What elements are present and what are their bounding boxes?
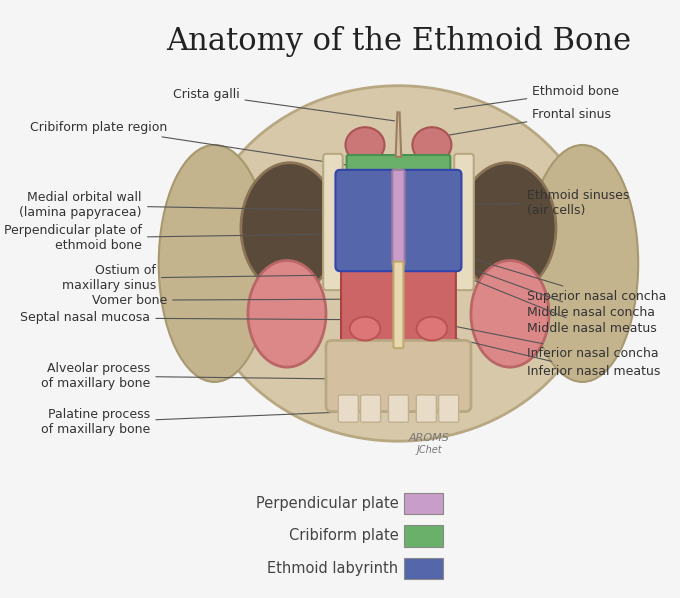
FancyBboxPatch shape bbox=[338, 395, 358, 422]
Ellipse shape bbox=[248, 261, 326, 367]
Text: Superior nasal concha: Superior nasal concha bbox=[452, 252, 666, 303]
Text: Anatomy of the Ethmoid Bone: Anatomy of the Ethmoid Bone bbox=[166, 26, 631, 57]
Text: Medial orbital wall
(lamina papyracea): Medial orbital wall (lamina papyracea) bbox=[20, 191, 329, 219]
Ellipse shape bbox=[527, 145, 639, 382]
Text: Middle nasal concha: Middle nasal concha bbox=[452, 261, 655, 319]
FancyBboxPatch shape bbox=[323, 154, 343, 290]
FancyBboxPatch shape bbox=[400, 170, 462, 271]
Text: Inferior nasal concha: Inferior nasal concha bbox=[454, 326, 658, 360]
FancyBboxPatch shape bbox=[454, 154, 474, 290]
Text: Alveolar process
of maxillary bone: Alveolar process of maxillary bone bbox=[41, 362, 340, 390]
Text: Ethmoid sinuses
(air cells): Ethmoid sinuses (air cells) bbox=[468, 189, 629, 217]
Text: JChet: JChet bbox=[416, 445, 442, 455]
FancyBboxPatch shape bbox=[404, 493, 443, 514]
FancyBboxPatch shape bbox=[347, 155, 450, 173]
FancyBboxPatch shape bbox=[416, 395, 437, 422]
Text: Middle nasal meatus: Middle nasal meatus bbox=[457, 273, 656, 334]
FancyBboxPatch shape bbox=[400, 262, 456, 351]
Ellipse shape bbox=[458, 163, 556, 293]
Ellipse shape bbox=[471, 261, 549, 367]
FancyBboxPatch shape bbox=[388, 395, 409, 422]
Ellipse shape bbox=[412, 127, 452, 163]
FancyBboxPatch shape bbox=[341, 262, 397, 351]
Text: Inferior nasal meatus: Inferior nasal meatus bbox=[454, 338, 660, 378]
FancyBboxPatch shape bbox=[394, 262, 403, 348]
Text: Crista galli: Crista galli bbox=[173, 88, 394, 121]
Ellipse shape bbox=[241, 163, 339, 293]
Text: Ethmoid bone: Ethmoid bone bbox=[454, 85, 619, 109]
Text: Ostium of
maxillary sinus: Ostium of maxillary sinus bbox=[62, 264, 315, 292]
FancyBboxPatch shape bbox=[326, 340, 471, 411]
FancyBboxPatch shape bbox=[392, 170, 405, 266]
FancyBboxPatch shape bbox=[404, 525, 443, 547]
Text: Vomer bone: Vomer bone bbox=[92, 294, 393, 307]
Text: Palatine process
of maxillary bone: Palatine process of maxillary bone bbox=[41, 408, 351, 436]
Text: Cribiform plate: Cribiform plate bbox=[289, 529, 398, 544]
Ellipse shape bbox=[158, 145, 270, 382]
Ellipse shape bbox=[345, 127, 384, 163]
Text: Perpendicular plate: Perpendicular plate bbox=[256, 496, 398, 511]
FancyBboxPatch shape bbox=[439, 395, 459, 422]
Text: AROMS: AROMS bbox=[409, 433, 449, 443]
FancyBboxPatch shape bbox=[360, 395, 381, 422]
Text: Perpendicular plate of
ethmoid bone: Perpendicular plate of ethmoid bone bbox=[4, 224, 348, 252]
Text: Frontal sinus: Frontal sinus bbox=[446, 108, 611, 136]
FancyBboxPatch shape bbox=[335, 170, 397, 271]
Ellipse shape bbox=[350, 317, 380, 340]
Ellipse shape bbox=[417, 317, 447, 340]
Text: Ethmoid labyrinth: Ethmoid labyrinth bbox=[267, 561, 398, 576]
Polygon shape bbox=[396, 112, 401, 157]
FancyBboxPatch shape bbox=[404, 558, 443, 579]
Ellipse shape bbox=[198, 86, 599, 441]
Text: Septal nasal mucosa: Septal nasal mucosa bbox=[20, 312, 362, 325]
Text: Cribiform plate region: Cribiform plate region bbox=[30, 121, 368, 168]
